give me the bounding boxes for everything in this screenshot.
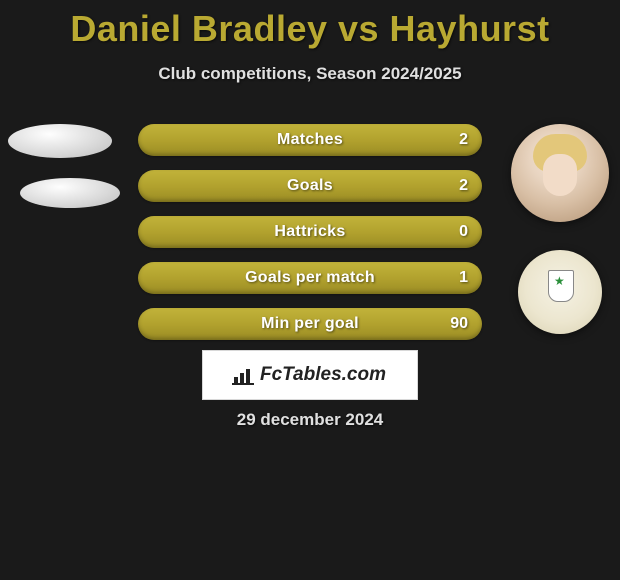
stat-bar-goals: Goals 2 [138,170,482,202]
stat-value: 2 [459,131,468,149]
stat-label: Min per goal [261,315,359,333]
stat-bar-min-per-goal: Min per goal 90 [138,308,482,340]
right-player-col [500,124,620,334]
stat-label: Goals per match [245,269,375,287]
stat-bars: Matches 2 Goals 2 Hattricks 0 Goals per … [138,124,482,340]
comparison-content: Matches 2 Goals 2 Hattricks 0 Goals per … [0,124,620,364]
page-title: Daniel Bradley vs Hayhurst [0,0,620,50]
stat-label: Goals [287,177,333,195]
avatar-placeholder-icon [20,178,120,208]
left-player-col [0,124,120,208]
brand-text: FcTables.com [260,364,386,386]
stat-value: 90 [450,315,468,333]
stat-value: 1 [459,269,468,287]
stat-label: Hattricks [274,223,345,241]
stat-bar-matches: Matches 2 [138,124,482,156]
subtitle: Club competitions, Season 2024/2025 [0,64,620,84]
player-portrait-icon [511,124,609,222]
stat-bar-hattricks: Hattricks 0 [138,216,482,248]
bar-chart-icon [234,367,254,383]
stat-label: Matches [277,131,343,149]
brand-badge[interactable]: FcTables.com [202,350,418,400]
date-label: 29 december 2024 [0,410,620,430]
stat-value: 2 [459,177,468,195]
stat-value: 0 [459,223,468,241]
avatar-placeholder-icon [8,124,112,158]
stat-bar-goals-per-match: Goals per match 1 [138,262,482,294]
club-crest-icon [518,250,602,334]
